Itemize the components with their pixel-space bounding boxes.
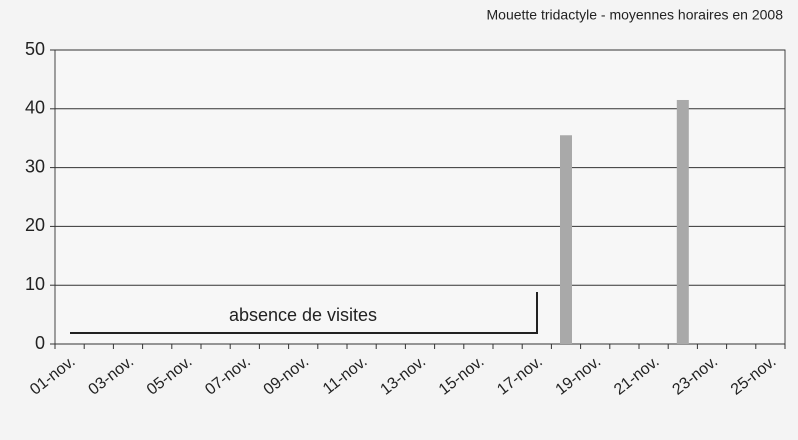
annotation-bracket bbox=[70, 292, 538, 334]
x-tick-label: 01-nov. bbox=[27, 353, 79, 399]
y-tick-label: 0 bbox=[35, 333, 45, 353]
annotation: absence de visites bbox=[229, 305, 377, 325]
x-tick-label: 13-nov. bbox=[377, 353, 429, 399]
x-tick-label: 21-nov. bbox=[611, 353, 663, 399]
chart-title: Mouette tridactyle - moyennes horaires e… bbox=[487, 7, 784, 23]
x-tick-label: 07-nov. bbox=[202, 353, 254, 399]
x-tick-label: 03-nov. bbox=[85, 353, 137, 399]
y-tick-label: 40 bbox=[25, 98, 45, 118]
x-tick-label: 11-nov. bbox=[320, 353, 371, 398]
plot-area bbox=[54, 49, 786, 345]
x-tick-label: 05-nov. bbox=[144, 353, 196, 399]
y-tick-label: 30 bbox=[25, 156, 45, 176]
x-tick-label: 19-nov. bbox=[553, 353, 605, 399]
y-tick-label: 10 bbox=[25, 274, 45, 294]
x-tick-label: 15-nov. bbox=[436, 353, 488, 399]
bar bbox=[560, 135, 572, 344]
bar bbox=[676, 99, 689, 344]
x-tick-label: 23-nov. bbox=[669, 353, 721, 399]
x-tick-label: 09-nov. bbox=[261, 353, 313, 399]
x-tick-label: 25-nov. bbox=[728, 353, 780, 399]
x-tick-label: 17-nov. bbox=[494, 353, 546, 399]
y-tick-label: 50 bbox=[25, 39, 45, 59]
y-tick-label: 20 bbox=[25, 215, 45, 235]
